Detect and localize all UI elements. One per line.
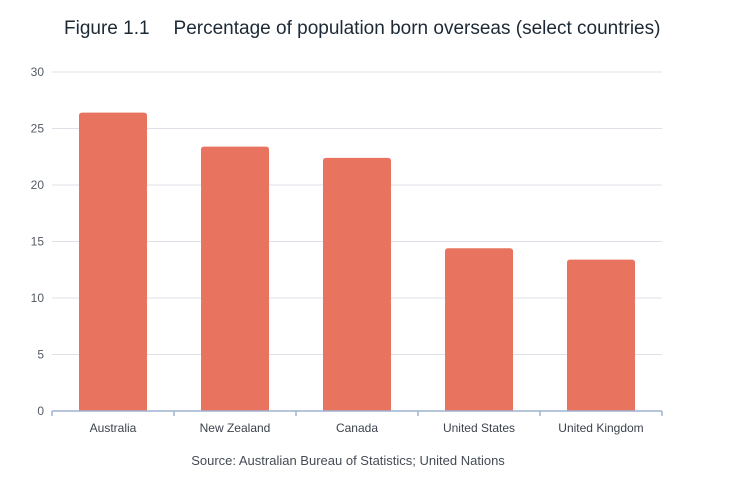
- x-tick-label: United Kingdom: [558, 421, 643, 435]
- y-tick-label: 20: [31, 178, 45, 192]
- bars: [79, 112, 635, 412]
- bar-united-states: [445, 248, 513, 411]
- bar-united-kingdom: [567, 259, 635, 411]
- chart-title: Percentage of population born overseas (…: [173, 18, 661, 39]
- y-tick-label: 10: [31, 291, 45, 305]
- x-tick-label: Canada: [336, 421, 378, 435]
- y-tick-label: 25: [31, 122, 45, 136]
- y-tick-label: 5: [37, 348, 44, 362]
- figure-number: Figure 1.1: [64, 18, 150, 39]
- chart-title-row: Figure 1.1 Percentage of population born…: [64, 14, 660, 44]
- y-tick-label: 30: [31, 65, 45, 79]
- bar-new-zealand: [201, 146, 269, 411]
- x-axis: [51, 410, 663, 416]
- source-note: Source: Australian Bureau of Statistics;…: [191, 453, 505, 468]
- x-tick-label: New Zealand: [200, 421, 271, 435]
- bar-australia: [79, 112, 147, 412]
- y-tick-labels: 0 5 10 15 20 25 30: [31, 65, 45, 418]
- bar-canada: [323, 157, 391, 411]
- y-tick-label: 15: [31, 235, 45, 249]
- x-tick-label: Australia: [90, 421, 137, 435]
- y-tick-label: 0: [37, 404, 44, 418]
- x-tick-labels: Australia New Zealand Canada United States U…: [90, 421, 644, 435]
- x-tick-label: United States: [443, 421, 515, 435]
